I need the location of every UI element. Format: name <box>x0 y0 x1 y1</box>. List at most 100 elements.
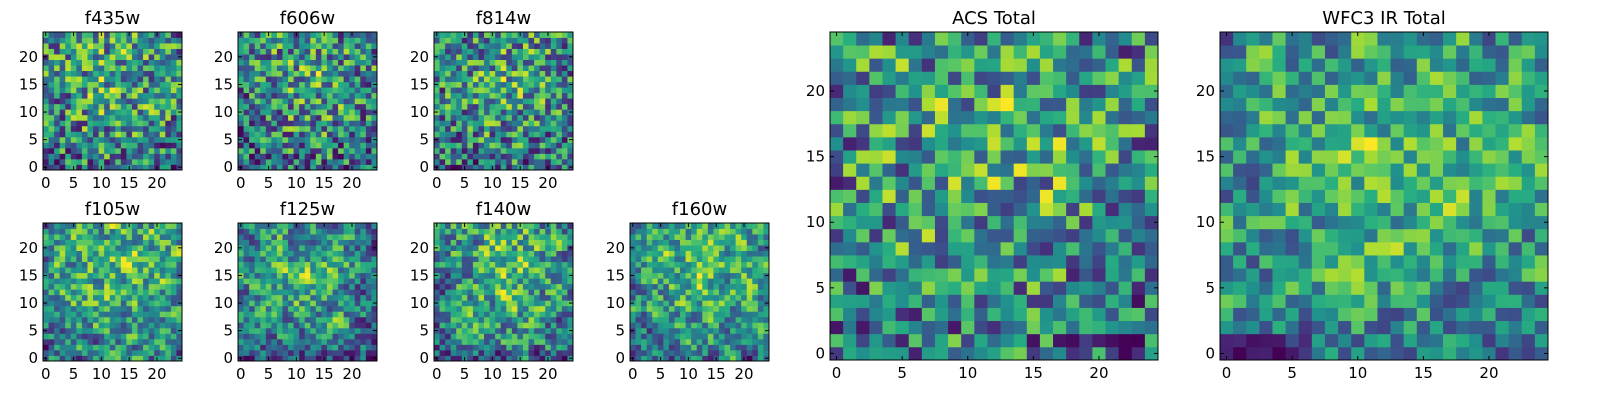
heatmap-cell <box>126 261 133 268</box>
heatmap-cell <box>472 76 479 83</box>
heatmap-cell <box>315 300 322 307</box>
heatmap-cell <box>843 228 857 243</box>
heatmap-cell <box>741 349 748 356</box>
heatmap-cell <box>528 65 535 72</box>
heatmap-cell <box>556 305 563 312</box>
heatmap-cell <box>120 59 127 66</box>
heatmap-cell <box>165 239 172 246</box>
heatmap-cell <box>115 272 122 279</box>
y-tick-label: 5 <box>223 131 233 149</box>
heatmap-cell <box>539 158 546 165</box>
heatmap-cell <box>550 327 557 334</box>
heatmap-cell <box>550 228 557 235</box>
heatmap-cell <box>115 109 122 116</box>
heatmap-cell <box>338 87 345 94</box>
heatmap-cell <box>87 294 94 301</box>
heatmap-cell <box>349 228 356 235</box>
heatmap-cell <box>65 54 72 60</box>
heatmap-cell <box>668 289 675 296</box>
heatmap-cell <box>115 125 122 132</box>
heatmap-cell <box>120 32 127 38</box>
heatmap-cell <box>265 76 272 83</box>
heatmap-cell <box>93 223 99 229</box>
heatmap-cell <box>87 136 94 143</box>
heatmap-cell <box>713 344 720 351</box>
heatmap-cell <box>76 147 83 154</box>
heatmap-cell <box>360 114 367 121</box>
heatmap-cell <box>126 322 133 329</box>
heatmap-cell <box>265 267 272 274</box>
heatmap-cell <box>176 234 183 240</box>
heatmap-cell <box>456 158 463 165</box>
heatmap-cell <box>534 267 541 274</box>
heatmap-cell <box>657 267 664 274</box>
heatmap-cell <box>243 48 250 55</box>
heatmap-cell <box>539 120 546 127</box>
heatmap-cell <box>349 92 356 99</box>
heatmap-cell <box>354 355 361 362</box>
heatmap-cell <box>93 87 99 94</box>
heatmap-cell <box>641 278 648 285</box>
heatmap-cell <box>120 142 127 149</box>
heatmap-cell <box>545 37 552 44</box>
heatmap-cell <box>59 37 66 44</box>
heatmap-cell <box>104 153 111 160</box>
heatmap-cell <box>154 147 161 154</box>
heatmap-cell <box>484 59 490 66</box>
heatmap-cell <box>332 322 339 329</box>
heatmap-cell <box>567 278 574 285</box>
heatmap-cell <box>176 153 183 160</box>
heatmap-cell <box>131 37 138 44</box>
heatmap-cell <box>120 294 127 301</box>
heatmap-cell <box>434 261 440 268</box>
heatmap-cell <box>243 76 250 83</box>
heatmap-cell <box>360 120 367 127</box>
heatmap-cell <box>321 294 328 301</box>
heatmap-cell <box>271 311 278 318</box>
heatmap-cell <box>93 294 99 301</box>
heatmap-cell <box>439 125 446 132</box>
heatmap-cell <box>467 65 474 72</box>
heatmap-cell <box>326 344 333 351</box>
heatmap-cell <box>143 234 150 240</box>
heatmap-cell <box>326 283 333 290</box>
heatmap-cell <box>746 333 753 340</box>
heatmap-cell <box>54 125 61 132</box>
heatmap-cell <box>467 228 474 235</box>
heatmap-cell <box>260 76 267 83</box>
heatmap-cell <box>360 131 367 138</box>
heatmap-cell <box>354 70 361 77</box>
heatmap-cell <box>265 344 272 351</box>
heatmap-cell <box>288 109 294 116</box>
heatmap-cell <box>539 70 546 77</box>
heatmap-cell <box>1144 255 1159 269</box>
heatmap-cell <box>349 250 356 257</box>
heatmap-cell <box>730 272 737 279</box>
heatmap-cell <box>757 355 764 362</box>
heatmap-cell <box>511 59 518 66</box>
heatmap-cell <box>321 344 328 351</box>
heatmap-cell <box>126 153 133 160</box>
heatmap-cell <box>243 267 250 274</box>
x-tick-label: 20 <box>342 174 361 192</box>
heatmap-cell <box>293 114 300 121</box>
heatmap-cell <box>663 261 670 268</box>
heatmap-cell <box>567 311 574 318</box>
heatmap-cell <box>137 147 144 154</box>
heatmap-cell <box>752 278 759 285</box>
heatmap-cell <box>332 278 339 285</box>
heatmap-cell <box>159 59 166 66</box>
heatmap-cell <box>1092 294 1106 308</box>
heatmap-cell <box>528 136 535 143</box>
heatmap-cell <box>54 54 61 60</box>
heatmap-cell <box>260 54 267 60</box>
heatmap-cell <box>48 87 55 94</box>
heatmap-cell <box>87 142 94 149</box>
heatmap-cell <box>332 103 339 110</box>
heatmap-cell <box>539 349 546 356</box>
heatmap-cell <box>349 136 356 143</box>
heatmap-cell <box>556 272 563 279</box>
heatmap-cell <box>472 103 479 110</box>
heatmap-cell <box>170 261 177 268</box>
heatmap-cell <box>1026 281 1041 295</box>
